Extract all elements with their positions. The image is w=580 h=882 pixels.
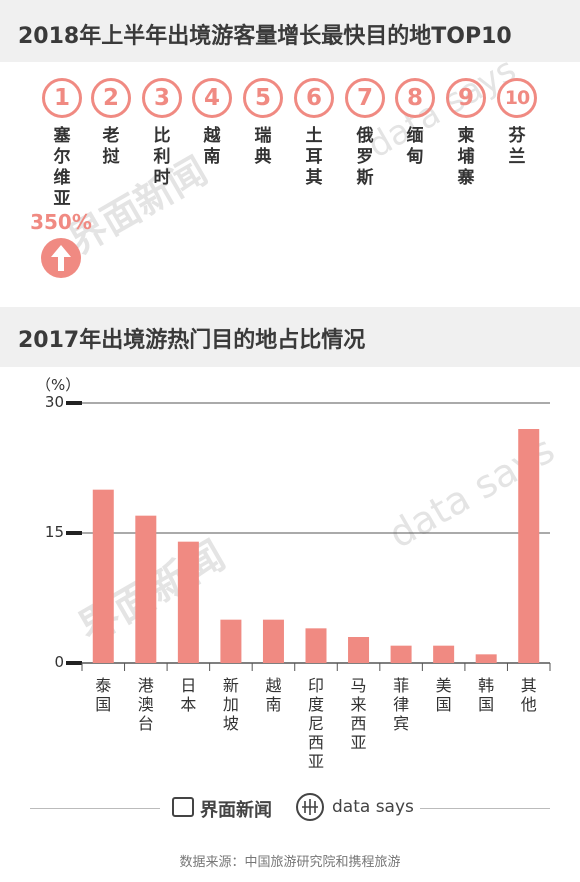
destination-name: 塞尔维亚 <box>53 126 71 209</box>
rank-item-5: 5 瑞典 <box>241 78 285 168</box>
bar <box>433 645 455 663</box>
rank-number: 10 <box>497 78 537 118</box>
destination-name: 柬埔寨 <box>457 126 475 188</box>
rank-number: 3 <box>142 78 182 118</box>
jiemian-logo-icon <box>172 797 194 817</box>
rank-item-4: 4 越南 <box>190 78 234 168</box>
x-tick-label: 越南 <box>265 676 282 714</box>
rank-number: 6 <box>294 78 334 118</box>
destination-name: 越南 <box>203 126 221 167</box>
y-tick-label: 30 <box>44 393 64 411</box>
bar <box>390 645 412 663</box>
rank-number: 1 <box>42 78 82 118</box>
rank-item-6: 6 土耳其 <box>292 78 336 189</box>
section1-header-band <box>0 0 580 62</box>
destination-name: 芬兰 <box>508 126 526 167</box>
bar <box>262 619 284 663</box>
destination-name: 土耳其 <box>305 126 323 188</box>
rank-number: 5 <box>243 78 283 118</box>
y-tick-label: 15 <box>44 523 64 541</box>
section1-title: 2018年上半年出境游客量增长最快目的地TOP10 <box>18 24 512 49</box>
rank-number: 7 <box>345 78 385 118</box>
x-tick-label: 印度尼西亚 <box>307 676 324 771</box>
rank-number: 8 <box>395 78 435 118</box>
bar <box>348 637 370 663</box>
rank-item-2: 2 老挝 <box>89 78 133 168</box>
section2-title: 2017年出境游热门目的地占比情况 <box>18 328 366 353</box>
rank-item-9: 9 柬埔寨 <box>444 78 488 189</box>
section2-header-band <box>0 307 580 367</box>
x-tick-label: 日本 <box>180 676 197 714</box>
rank-item-8: 8 缅甸 <box>393 78 437 168</box>
rank-item-1: 1 塞尔维亚 <box>40 78 84 210</box>
growth-label: 350% <box>30 210 92 234</box>
x-tick-label: 韩国 <box>478 676 495 714</box>
bar-chart <box>66 401 551 671</box>
data-source: 数据来源：中国旅游研究院和携程旅游 <box>179 855 401 870</box>
bar <box>135 515 157 663</box>
destination-name: 老挝 <box>102 126 120 167</box>
footer-divider <box>420 808 550 809</box>
bar <box>92 489 114 663</box>
bar <box>220 619 242 663</box>
y-tick-label: 0 <box>54 653 64 671</box>
x-tick-label: 菲律宾 <box>393 676 410 733</box>
destination-name: 俄罗斯 <box>356 126 374 188</box>
bar <box>518 429 540 663</box>
rank-item-3: 3 比利时 <box>140 78 184 189</box>
rank-number: 2 <box>91 78 131 118</box>
rank-item-10: 10 芬兰 <box>495 78 539 168</box>
rank-number: 4 <box>192 78 232 118</box>
x-tick-label: 港澳台 <box>137 676 154 733</box>
rank-item-7: 7 俄罗斯 <box>343 78 387 189</box>
y-axis-unit: （%） <box>36 376 81 394</box>
bar <box>177 541 199 663</box>
x-tick-label: 泰国 <box>95 676 112 714</box>
footer-divider <box>30 808 160 809</box>
x-tick-label: 新加坡 <box>222 676 239 733</box>
rank-number: 9 <box>446 78 486 118</box>
destination-name: 比利时 <box>153 126 171 188</box>
x-tick-label: 美国 <box>435 676 452 714</box>
x-tick-label: 马来西亚 <box>350 676 367 752</box>
destination-name: 瑞典 <box>254 126 272 167</box>
destination-name: 缅甸 <box>406 126 424 167</box>
bar <box>305 628 327 663</box>
footer-brand-jiemian: 界面新闻 <box>200 800 272 821</box>
datasays-logo-icon <box>296 793 324 821</box>
arrow-up-icon <box>41 238 81 278</box>
x-tick-label: 其他 <box>520 676 537 714</box>
bar <box>475 654 497 663</box>
footer-brand-datasays: data says <box>332 797 414 817</box>
